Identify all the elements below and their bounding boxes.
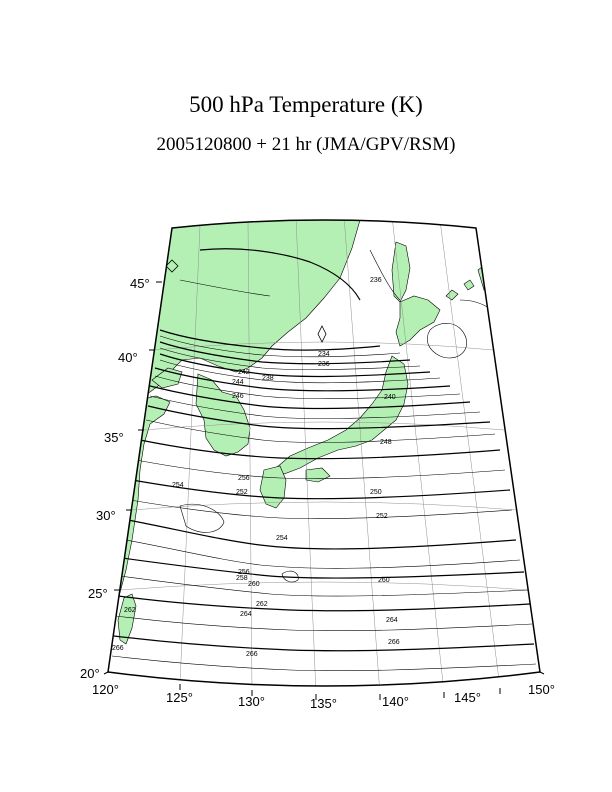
contour-label: 242 bbox=[238, 369, 250, 376]
lon-label: 120° bbox=[92, 682, 119, 697]
lon-label: 125° bbox=[166, 690, 193, 705]
contour-label: 262 bbox=[124, 607, 136, 614]
map-title: 500 hPa Temperature (K) bbox=[189, 92, 423, 117]
contour-label: 252 bbox=[376, 513, 388, 520]
lon-label: 135° bbox=[310, 696, 337, 711]
contour-label: 260 bbox=[378, 577, 390, 584]
lon-label: 130° bbox=[238, 694, 265, 709]
lat-label: 45° bbox=[130, 276, 150, 291]
contour-label: 234 bbox=[318, 351, 330, 358]
map-subtitle: 2005120800 + 21 hr (JMA/GPV/RSM) bbox=[156, 134, 456, 155]
contour-label: 258 bbox=[236, 575, 248, 582]
lat-label: 35° bbox=[104, 430, 124, 445]
lon-label: 145° bbox=[454, 690, 481, 705]
contour-label: 236 bbox=[370, 277, 382, 284]
land-kuril-islands bbox=[445, 279, 475, 301]
land-asia-mainland bbox=[139, 220, 361, 399]
contour-label: 266 bbox=[246, 651, 258, 658]
lon-label: 150° bbox=[528, 682, 555, 697]
contour-label: 256 bbox=[238, 475, 250, 482]
contour-label: 238 bbox=[262, 375, 274, 382]
contour-label: 250 bbox=[370, 489, 382, 496]
contour-label: 264 bbox=[240, 611, 252, 618]
land-korea bbox=[195, 373, 251, 457]
lat-label: 25° bbox=[88, 586, 108, 601]
contour-label: 264 bbox=[386, 617, 398, 624]
land-shikoku bbox=[305, 467, 331, 483]
land-layer bbox=[108, 220, 493, 645]
tick-marks bbox=[103, 281, 545, 700]
contour-label: 252 bbox=[236, 489, 248, 496]
land-kyushu bbox=[259, 465, 287, 509]
lat-label: 40° bbox=[118, 350, 138, 365]
contour-label: 244 bbox=[232, 379, 244, 386]
contour-label: 254 bbox=[276, 535, 288, 542]
contour-label: 236 bbox=[318, 361, 330, 368]
land-sakhalin bbox=[391, 241, 411, 303]
contour-label-layer: 234 236 236 238 240 242 244 246 248 250 … bbox=[112, 277, 400, 658]
map-frame bbox=[107, 219, 541, 687]
land-taiwan bbox=[117, 593, 137, 645]
contour-lines bbox=[111, 248, 537, 672]
contour-label: 262 bbox=[256, 601, 268, 608]
contour-label: 266 bbox=[388, 639, 400, 646]
lat-label: 20° bbox=[80, 666, 100, 681]
graticule bbox=[119, 220, 529, 686]
latitude-labels: 20° 25° 30° 35° 40° 45° bbox=[80, 276, 150, 681]
contour-label: 260 bbox=[248, 581, 260, 588]
lon-label: 140° bbox=[382, 694, 409, 709]
contour-label: 254 bbox=[172, 482, 184, 489]
contour-label: 240 bbox=[384, 394, 396, 401]
land-honshu bbox=[275, 355, 409, 475]
land-hokkaido bbox=[395, 295, 441, 347]
lat-label: 30° bbox=[96, 508, 116, 523]
contour-label: 248 bbox=[380, 439, 392, 446]
contour-label: 266 bbox=[112, 645, 124, 652]
contour-label: 246 bbox=[232, 393, 244, 400]
contour-label: 256 bbox=[238, 569, 250, 576]
longitude-labels: 120° 125° 130° 135° 140° 145° 150° bbox=[92, 682, 555, 711]
